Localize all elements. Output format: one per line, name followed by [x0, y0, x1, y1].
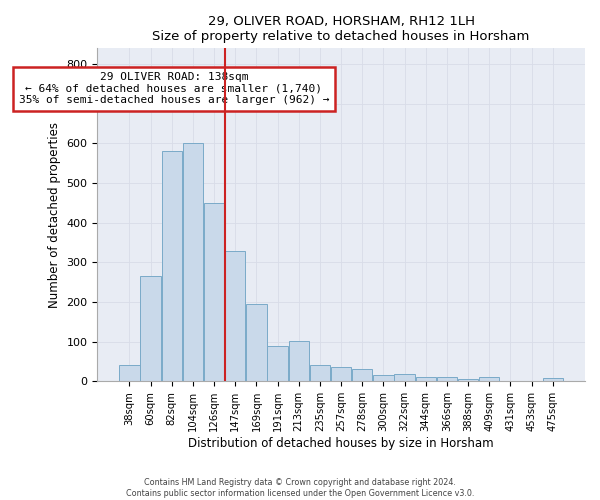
Y-axis label: Number of detached properties: Number of detached properties	[47, 122, 61, 308]
Bar	[140, 276, 161, 382]
Text: Contains HM Land Registry data © Crown copyright and database right 2024.
Contai: Contains HM Land Registry data © Crown c…	[126, 478, 474, 498]
Bar	[331, 368, 351, 382]
Bar	[183, 144, 203, 382]
Bar	[352, 370, 373, 382]
Bar	[289, 340, 309, 382]
Text: 29 OLIVER ROAD: 138sqm
← 64% of detached houses are smaller (1,740)
35% of semi-: 29 OLIVER ROAD: 138sqm ← 64% of detached…	[19, 72, 329, 106]
Bar	[373, 376, 394, 382]
Bar	[416, 376, 436, 382]
Bar	[246, 304, 266, 382]
Bar	[225, 250, 245, 382]
X-axis label: Distribution of detached houses by size in Horsham: Distribution of detached houses by size …	[188, 437, 494, 450]
Bar	[542, 378, 563, 382]
Bar	[268, 346, 288, 382]
Bar	[458, 380, 478, 382]
Bar	[161, 152, 182, 382]
Bar	[479, 378, 499, 382]
Bar	[437, 378, 457, 382]
Bar	[394, 374, 415, 382]
Bar	[204, 203, 224, 382]
Bar	[310, 366, 330, 382]
Bar	[119, 366, 140, 382]
Title: 29, OLIVER ROAD, HORSHAM, RH12 1LH
Size of property relative to detached houses : 29, OLIVER ROAD, HORSHAM, RH12 1LH Size …	[152, 15, 530, 43]
